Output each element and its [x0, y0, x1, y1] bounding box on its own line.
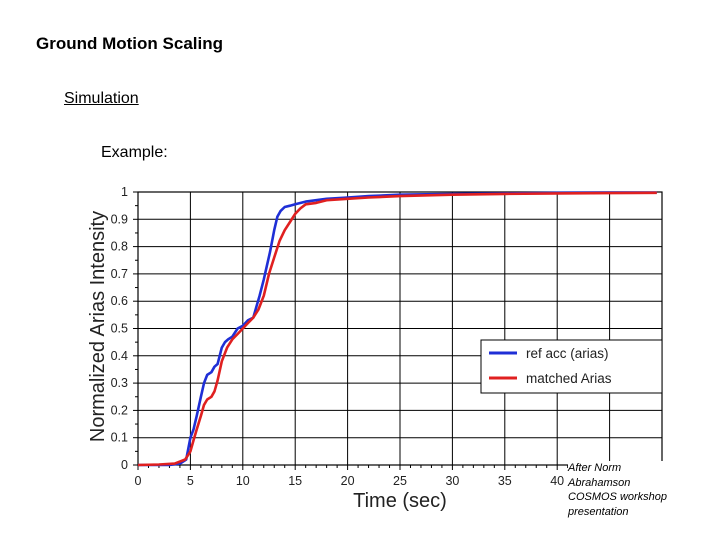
y-tick-label: 0.2	[111, 403, 128, 417]
y-tick-label: 0.6	[111, 294, 128, 308]
x-axis-title: Time (sec)	[353, 490, 447, 512]
y-tick-label: 0.7	[111, 267, 128, 281]
x-tick-label: 10	[236, 474, 250, 488]
section-label[interactable]: Simulation	[64, 90, 139, 107]
y-tick-label: 0.4	[111, 349, 128, 363]
y-tick-label: 0.8	[111, 240, 128, 254]
example-label: Example:	[101, 144, 168, 161]
x-tick-label: 40	[550, 474, 564, 488]
y-tick-label: 0	[121, 458, 128, 472]
credit-line: Abrahamson	[568, 476, 631, 489]
x-tick-label: 15	[288, 474, 302, 488]
x-tick-label: 25	[393, 474, 407, 488]
credit-line: presentation	[568, 505, 629, 518]
x-tick-label: 20	[341, 474, 355, 488]
y-tick-label: 0.9	[111, 212, 128, 226]
y-tick-label: 1	[121, 185, 128, 199]
y-tick-label: 0.3	[111, 376, 128, 390]
series-line-ref-acc	[138, 191, 657, 467]
legend-box	[480, 339, 663, 394]
series-line-matched-arias	[137, 191, 657, 467]
legend-label: ref acc (arias)	[526, 346, 609, 361]
legend-label: matched Arias	[526, 371, 612, 386]
y-tick-label: 0.5	[111, 322, 128, 336]
slide-title: Ground Motion Scaling	[36, 34, 223, 53]
credit-line: After Norm	[568, 462, 622, 474]
x-tick-label: 5	[187, 474, 194, 488]
y-tick-label: 0.1	[111, 431, 128, 445]
y-axis-title: Normalized Arias Intensity	[87, 211, 109, 442]
credit-line: COSMOS workshop	[568, 491, 668, 503]
credit-note: After Norm Abrahamson COSMOS workshop pr…	[568, 461, 718, 519]
x-tick-label: 0	[135, 474, 142, 488]
x-tick-label: 35	[498, 474, 512, 488]
x-tick-label: 30	[445, 474, 459, 488]
